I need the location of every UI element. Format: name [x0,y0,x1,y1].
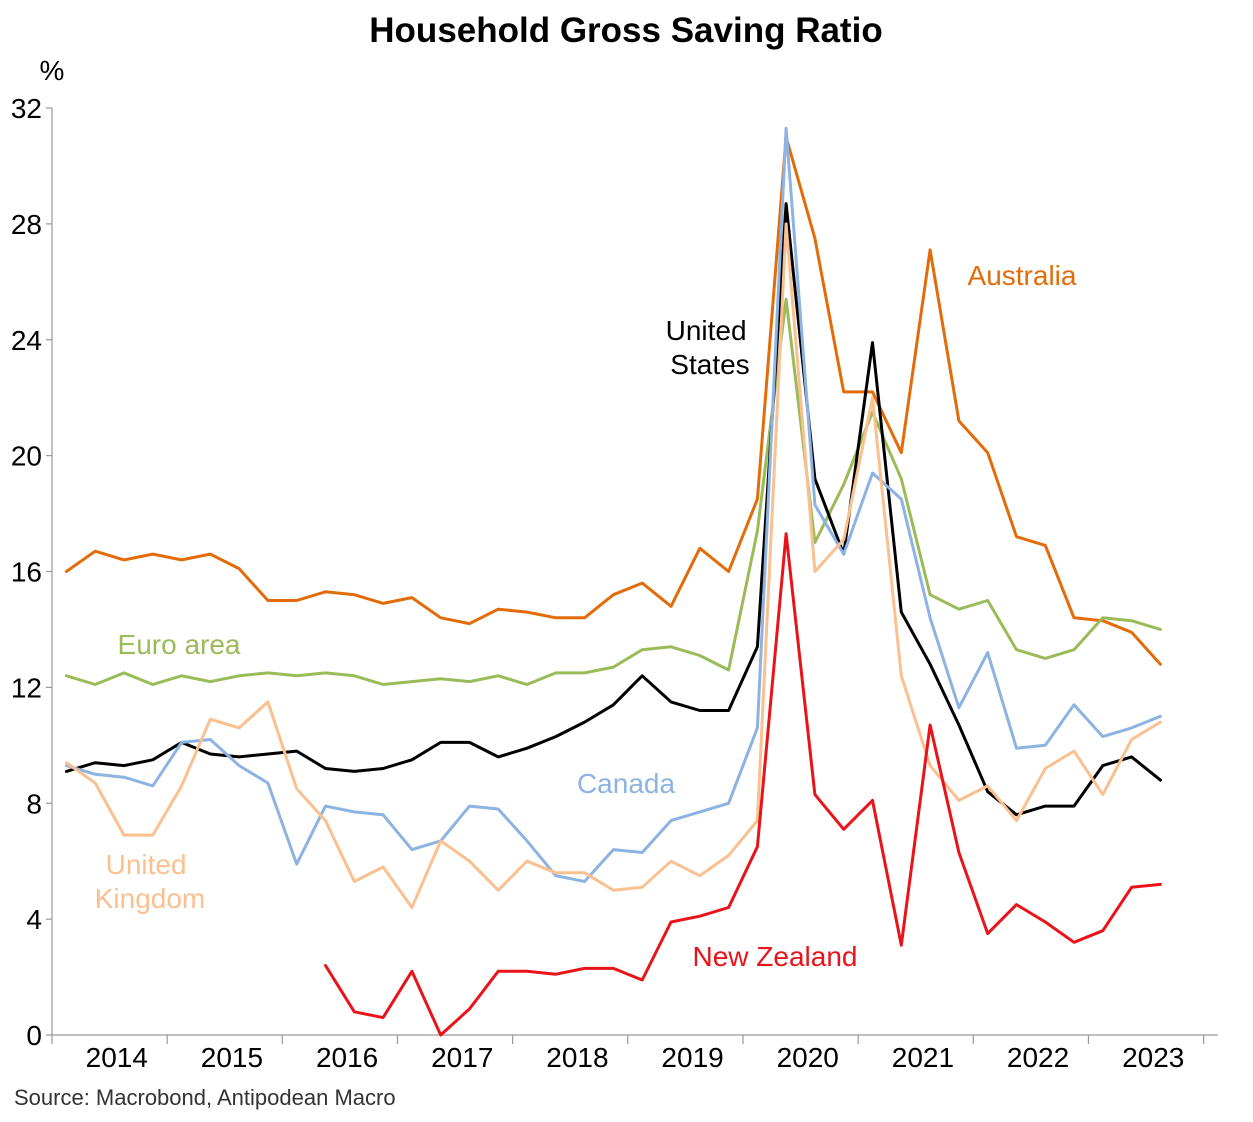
y-tick-label: 8 [26,788,42,819]
series-line-new-zealand [324,532,1162,1037]
x-axis-ticks: 2014 2015 2016 2017 2018 2019 2020 2021 2022 2023 [51,1035,1205,1073]
series-label-united-states: United States [666,315,755,380]
x-tick-label: 2021 [892,1042,954,1073]
x-tick-label: 2022 [1007,1042,1069,1073]
y-tick-label: 20 [11,441,42,472]
series-label-canada: Canada [577,768,676,799]
series-line-united-states [64,202,1162,817]
series-label-united-kingdom-line-2: Kingdom [95,883,206,914]
series-united-kingdom [64,222,1162,909]
series-lines [64,126,1162,1037]
series-label-united-kingdom-line-1: United [106,849,187,880]
x-tick-label: 2016 [316,1042,378,1073]
x-tick-label: 2017 [431,1042,493,1073]
x-tick-label: 2018 [546,1042,608,1073]
y-tick-label: 32 [11,93,42,124]
series-label-euro-area: Euro area [118,629,241,660]
source-note: Source: Macrobond, Antipodean Macro [14,1085,396,1110]
series-canada [64,126,1162,883]
series-united-states [64,202,1162,817]
x-tick-label: 2023 [1122,1042,1184,1073]
x-tick-label: 2019 [661,1042,723,1073]
y-tick-label: 12 [11,672,42,703]
axes [51,108,1218,1036]
series-label-united-kingdom: United Kingdom [95,849,206,914]
series-label-australia-line: Australia [968,260,1077,291]
series-new-zealand [324,532,1162,1037]
series-label-new-zealand-line: New Zealand [693,941,858,972]
y-tick-label: 16 [11,557,42,588]
series-line-australia [64,135,1162,666]
x-tick-label: 2015 [201,1042,263,1073]
series-label-euro-area-line: Euro area [118,629,241,660]
x-tick-label: 2014 [86,1042,148,1073]
series-euro-area [64,297,1162,686]
series-australia [64,135,1162,666]
y-axis-unit: % [40,55,65,86]
y-tick-label: 0 [26,1020,42,1051]
series-label-united-states-line-2: States [670,349,749,380]
series-label-united-states-line-1: United [666,315,747,346]
y-tick-label: 28 [11,209,42,240]
y-axis-ticks: 0 4 8 12 16 20 24 28 32 [11,93,52,1051]
y-tick-label: 4 [26,904,42,935]
series-labels: Australia Euro area United States Canada… [95,260,1077,972]
series-label-new-zealand: New Zealand [693,941,858,972]
y-tick-label: 24 [11,325,42,356]
series-label-canada-line: Canada [577,768,676,799]
series-label-australia: Australia [968,260,1077,291]
chart-title: Household Gross Saving Ratio [369,11,882,50]
series-line-euro-area [64,297,1162,686]
x-tick-label: 2020 [777,1042,839,1073]
